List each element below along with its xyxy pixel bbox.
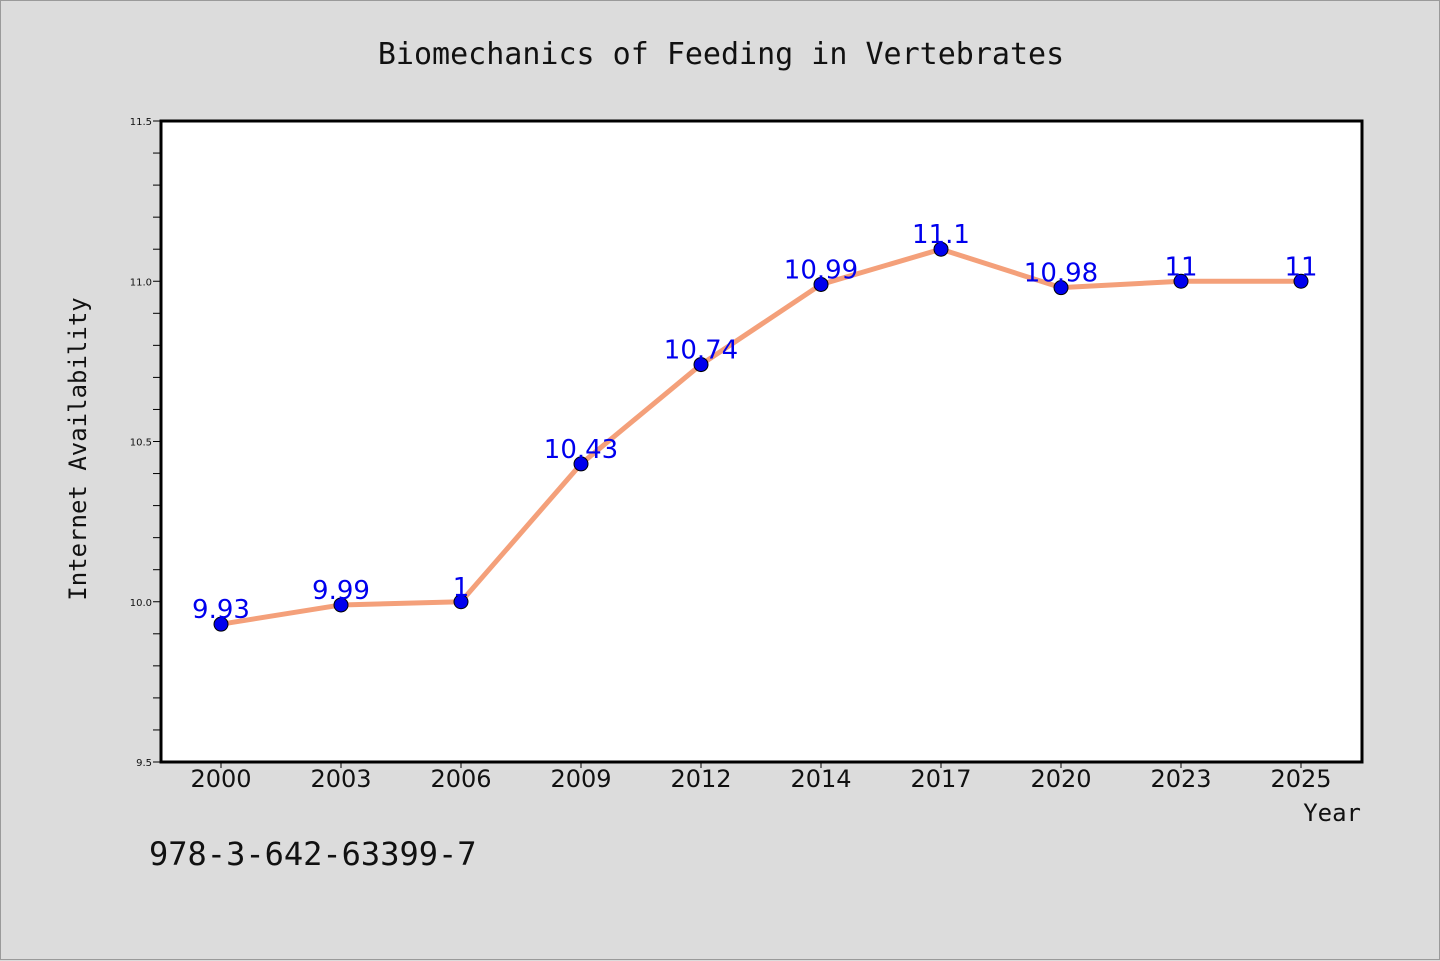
- data-label: 1: [453, 573, 470, 603]
- x-tick-label: 2003: [310, 765, 371, 793]
- y-tick-label: 9.5: [136, 758, 152, 769]
- data-label: 9.99: [312, 576, 370, 606]
- y-tick-label: 11.0: [130, 277, 152, 288]
- data-label: 11: [1284, 252, 1317, 282]
- data-point: [813, 276, 829, 292]
- data-label: 11: [1164, 252, 1197, 282]
- data-point: [933, 241, 949, 257]
- data-label: 10.74: [664, 336, 738, 366]
- data-point: [1053, 280, 1069, 296]
- y-tick-label: 11.5: [130, 117, 152, 128]
- footnote: 978-3-642-63399-7: [149, 835, 477, 873]
- data-point: [453, 594, 469, 610]
- data-point: [693, 357, 709, 373]
- data-label: 10.43: [544, 435, 618, 465]
- data-point: [333, 597, 349, 613]
- x-tick-label: 2025: [1270, 765, 1331, 793]
- data-label: 10.98: [1024, 259, 1098, 289]
- x-tick-label: 2009: [550, 765, 611, 793]
- x-tick-label: 2006: [430, 765, 491, 793]
- plot-area: [159, 119, 1364, 764]
- x-tick-label: 2000: [190, 765, 251, 793]
- data-point: [1173, 273, 1189, 289]
- x-axis: 2000 2003 2006 2009 2012 2014 2017 2020 2023 2025: [190, 762, 1332, 793]
- x-tick-label: 2023: [1150, 765, 1211, 793]
- data-point: [573, 456, 589, 472]
- x-tick-label: 2012: [670, 765, 731, 793]
- data-label: 11.1: [912, 220, 970, 250]
- data-point: [213, 616, 229, 632]
- x-axis-label: Year: [1303, 799, 1361, 827]
- y-tick-label: 10.0: [130, 598, 152, 609]
- x-tick-label: 2020: [1030, 765, 1091, 793]
- y-axis-label: Internet Availability: [64, 297, 92, 600]
- series-layer: 9.93 9.99 1 10.43 10.74 10.99 11.1 10.98 11 11: [192, 220, 1318, 632]
- y-tick-label: 10.5: [130, 438, 152, 449]
- y-axis: 9.5 10.0 10.5 11.0 11.5: [130, 117, 161, 769]
- x-tick-label: 2017: [910, 765, 971, 793]
- data-label: 9.93: [192, 595, 250, 625]
- data-label: 10.99: [784, 255, 858, 285]
- chart-title: Biomechanics of Feeding in Vertebrates: [378, 37, 1064, 72]
- series-line: [218, 246, 1304, 627]
- x-tick-label: 2014: [790, 765, 851, 793]
- data-point: [1293, 273, 1309, 289]
